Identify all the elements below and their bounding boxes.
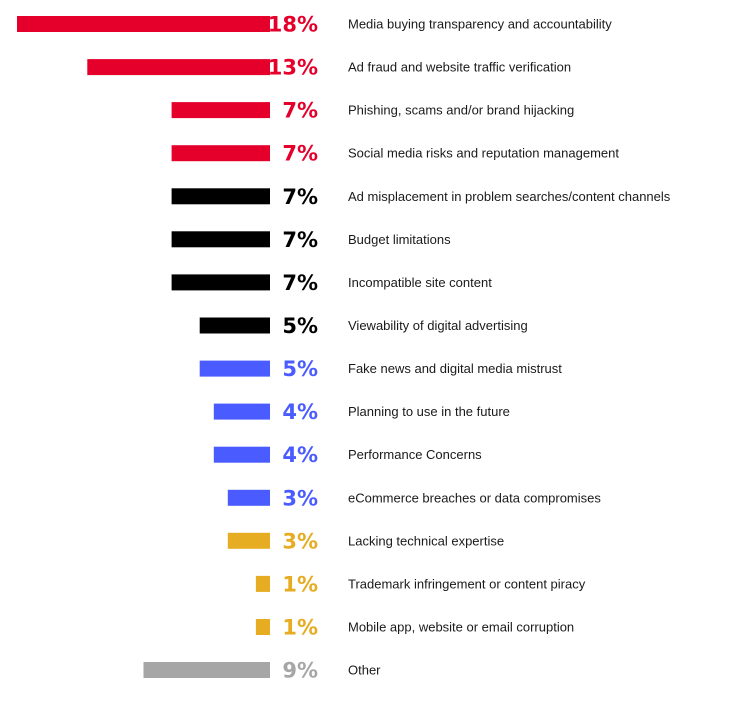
category-label-10: Planning to use in the future xyxy=(348,404,510,419)
bar-12 xyxy=(227,489,270,506)
data-label-2: 13% xyxy=(268,56,318,80)
data-label-7: 7% xyxy=(282,271,318,295)
category-label-5: Ad misplacement in problem searches/cont… xyxy=(348,189,671,204)
data-label-4: 7% xyxy=(282,142,318,166)
category-label-1: Media buying transparency and accountabi… xyxy=(348,17,612,32)
category-label-4: Social media risks and reputation manage… xyxy=(348,146,619,161)
bar-5 xyxy=(171,188,270,205)
category-label-12: eCommerce breaches or data compromises xyxy=(348,490,601,505)
data-label-14: 1% xyxy=(282,572,318,596)
data-label-8: 5% xyxy=(282,314,318,338)
data-label-9: 5% xyxy=(282,357,318,381)
data-label-6: 7% xyxy=(282,228,318,252)
bar-8 xyxy=(199,317,270,334)
bar-1 xyxy=(17,16,270,32)
bar-10 xyxy=(213,403,270,420)
data-label-12: 3% xyxy=(282,486,318,510)
bar-6 xyxy=(171,231,270,248)
data-label-15: 1% xyxy=(282,616,318,640)
data-label-16: 9% xyxy=(282,659,318,683)
category-label-3: Phishing, scams and/or brand hijacking xyxy=(348,103,574,118)
bar-11 xyxy=(213,446,270,463)
category-label-13: Lacking technical expertise xyxy=(348,533,504,548)
category-labels-group: Media buying transparency and accountabi… xyxy=(348,17,671,678)
bar-7 xyxy=(171,274,270,291)
data-label-10: 4% xyxy=(282,400,318,424)
bar-2 xyxy=(87,59,270,76)
category-label-16: Other xyxy=(348,663,381,678)
bar-4 xyxy=(171,145,270,162)
data-label-5: 7% xyxy=(282,185,318,209)
category-label-6: Budget limitations xyxy=(348,232,451,247)
category-label-9: Fake news and digital media mistrust xyxy=(348,361,562,376)
category-label-11: Performance Concerns xyxy=(348,447,482,462)
percent-labels-group: 18% 13% 7% 7% 7% 7% 7% 5% 5% 4% 4% 3% 3% 1% 1% 9% xyxy=(268,13,318,683)
bar-15 xyxy=(255,619,270,635)
category-label-2: Ad fraud and website traffic verificatio… xyxy=(348,60,571,75)
bars-group xyxy=(17,16,270,678)
data-label-13: 3% xyxy=(282,529,318,553)
category-label-14: Trademark infringement or content piracy xyxy=(348,576,586,591)
bar-13 xyxy=(227,532,270,549)
bar-3 xyxy=(171,102,270,119)
category-label-8: Viewability of digital advertising xyxy=(348,318,528,333)
category-label-15: Mobile app, website or email corruption xyxy=(348,620,574,635)
data-label-3: 7% xyxy=(282,99,318,123)
bar-9 xyxy=(199,360,270,377)
bar-14 xyxy=(255,575,270,592)
data-label-11: 4% xyxy=(282,443,318,467)
data-label-1: 18% xyxy=(268,13,318,37)
category-label-7: Incompatible site content xyxy=(348,275,492,290)
bar-16 xyxy=(143,662,270,678)
